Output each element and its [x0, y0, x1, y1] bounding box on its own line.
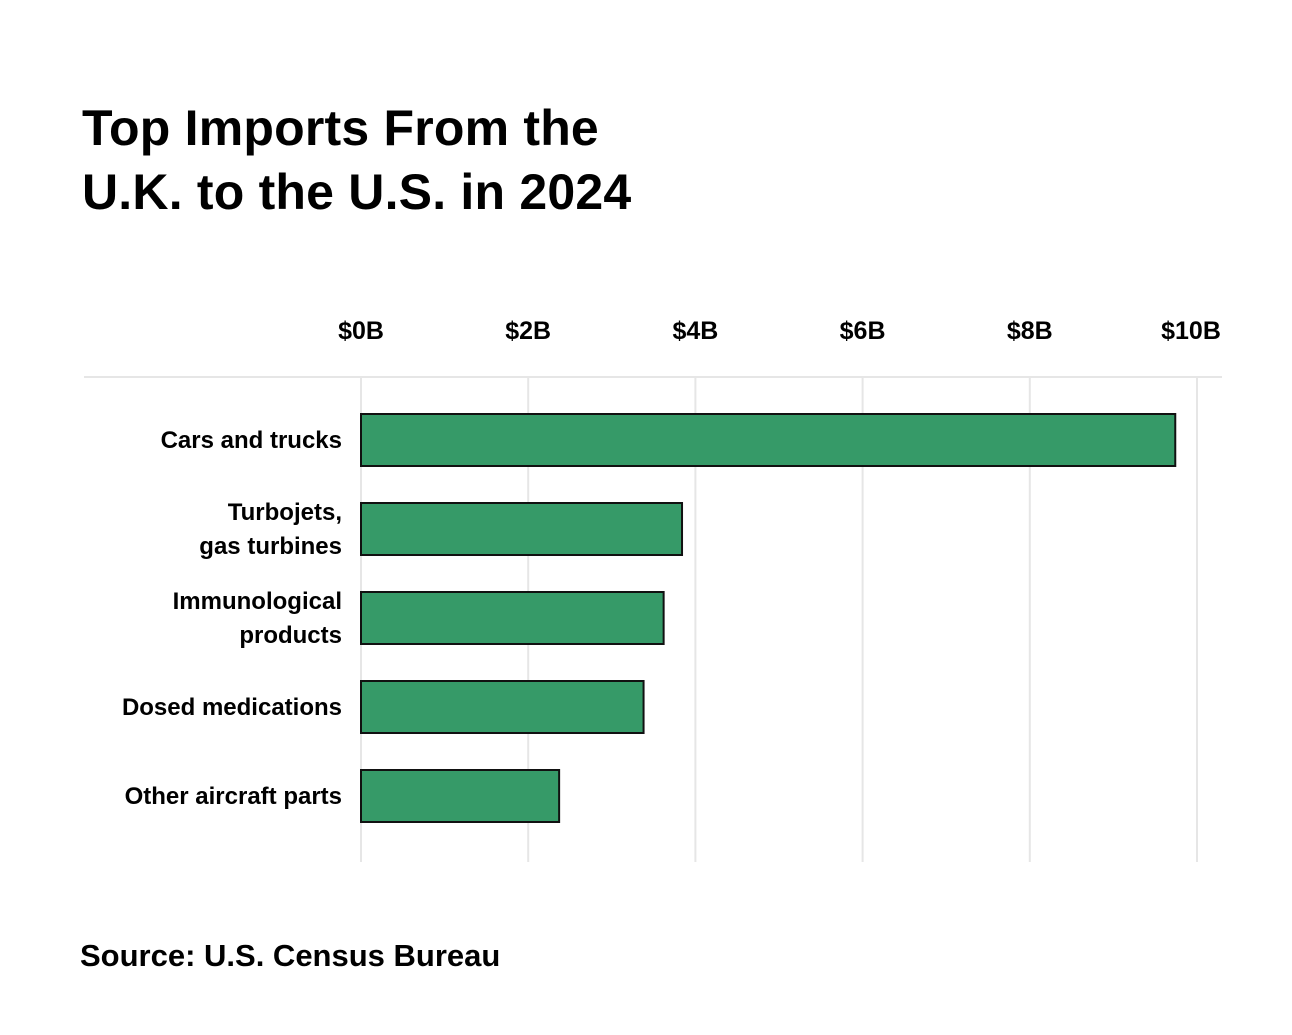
chart-title-line-2: U.K. to the U.S. in 2024 [82, 164, 632, 220]
category-label: Other aircraft parts [125, 783, 342, 810]
bar [360, 680, 645, 734]
category-label: products [239, 622, 342, 649]
category-label: Dosed medications [122, 694, 342, 721]
bar [360, 591, 665, 645]
category-label: Cars and trucks [161, 427, 342, 454]
bar [360, 413, 1177, 467]
x-tick-label: $10B [1161, 317, 1221, 345]
category-labels: Cars and trucks Turbojets, gas turbines Imm… [122, 427, 342, 810]
x-tick-label: $6B [840, 317, 886, 345]
bar [360, 502, 684, 556]
x-tick-label: $2B [505, 317, 551, 345]
category-label: Turbojets, [228, 499, 342, 526]
x-axis-tick-labels: $0B $2B $4B $6B $8B $10B [338, 317, 1221, 345]
bars [360, 413, 1177, 823]
category-label: gas turbines [199, 533, 342, 560]
chart-title: Top Imports From the U.K. to the U.S. in… [82, 96, 631, 224]
x-tick-label: $0B [338, 317, 384, 345]
source-note: Source: U.S. Census Bureau [80, 938, 501, 973]
bar [360, 769, 561, 823]
x-tick-label: $4B [672, 317, 718, 345]
x-tick-label: $8B [1007, 317, 1053, 345]
category-label: Immunological [173, 588, 342, 615]
chart-title-line-1: Top Imports From the [82, 100, 599, 156]
